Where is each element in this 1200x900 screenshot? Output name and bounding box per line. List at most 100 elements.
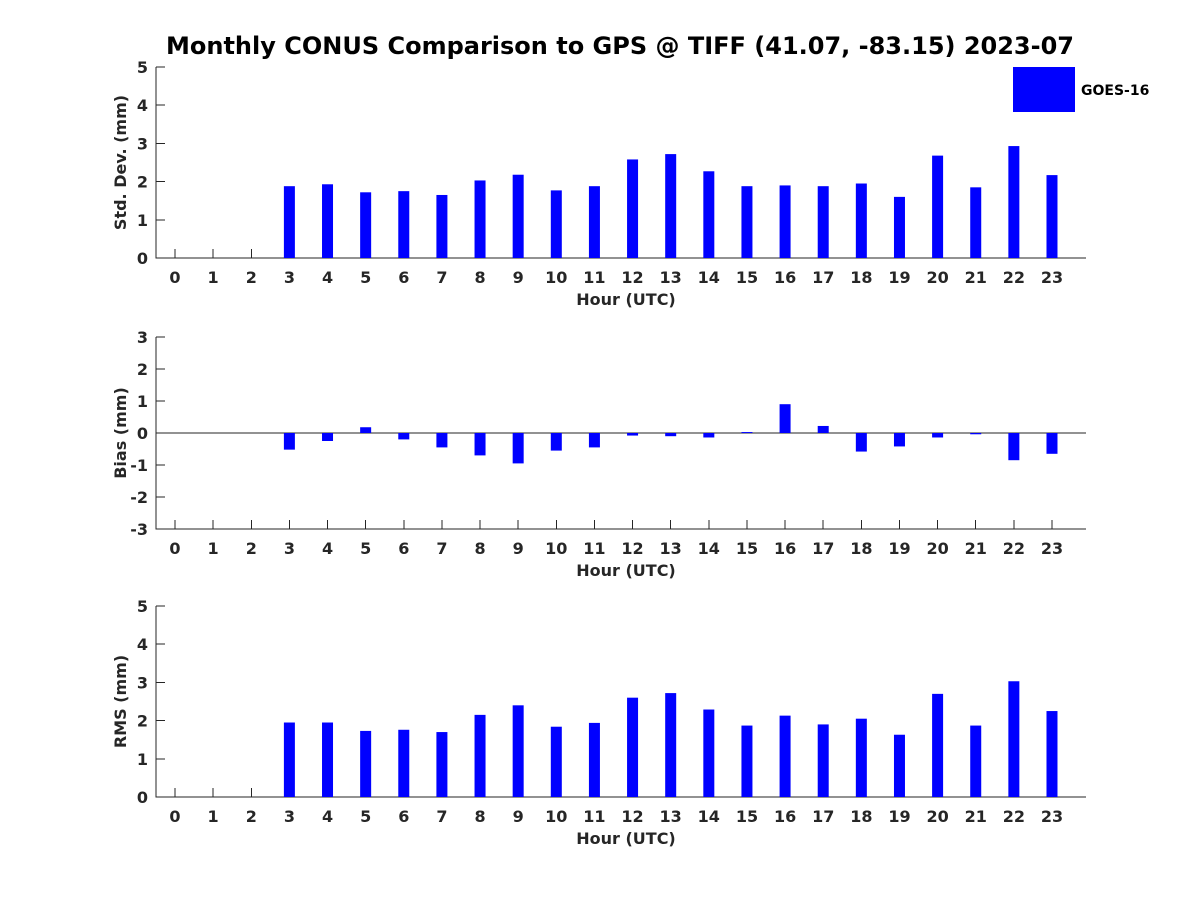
bar-hour-20: [932, 693, 944, 797]
bar-hour-10: [550, 433, 562, 451]
x-tick-label: 21: [965, 268, 987, 287]
x-tick-label: 4: [322, 539, 333, 558]
x-tick-label: 15: [736, 807, 758, 826]
bar-hour-22: [1008, 433, 1020, 461]
x-tick-label: 2: [246, 539, 257, 558]
x-tick-label: 22: [1003, 807, 1025, 826]
x-tick-label: 16: [774, 539, 796, 558]
bar-hour-23: [1046, 175, 1058, 258]
x-tick-label: 5: [360, 539, 371, 558]
bar-hour-19: [893, 734, 905, 797]
bar-hour-8: [474, 714, 486, 797]
y-tick-label: 4: [137, 96, 148, 115]
bar-hour-12: [627, 159, 639, 258]
bar-hour-15: [741, 725, 753, 797]
bar-hour-14: [703, 709, 715, 797]
x-tick-label: 7: [436, 807, 447, 826]
bar-hour-4: [322, 184, 334, 258]
bar-hour-16: [779, 715, 791, 797]
y-tick-label: 3: [137, 134, 148, 153]
x-tick-label: 1: [208, 807, 219, 826]
bar-hour-8: [474, 180, 486, 258]
x-tick-label: 17: [812, 268, 834, 287]
x-tick-label: 13: [660, 807, 682, 826]
x-tick-label: 11: [583, 807, 605, 826]
y-tick-label: 5: [137, 58, 148, 77]
bar-hour-15: [741, 186, 753, 258]
x-tick-label: 14: [698, 539, 720, 558]
y-tick-label: 2: [137, 360, 148, 379]
x-tick-label: 15: [736, 539, 758, 558]
x-tick-label: 3: [284, 268, 295, 287]
bar-hour-21: [970, 187, 982, 258]
x-tick-label: 0: [169, 807, 180, 826]
x-tick-label: 12: [621, 539, 643, 558]
bar-hour-5: [360, 730, 372, 797]
bar-hour-20: [932, 433, 944, 438]
bar-hour-13: [665, 154, 677, 258]
bar-hour-4: [322, 433, 334, 441]
x-tick-label: 6: [398, 807, 409, 826]
bar-hour-6: [398, 729, 410, 797]
x-tick-label: 23: [1041, 268, 1063, 287]
y-tick-label: -1: [130, 456, 148, 475]
x-tick-label: 19: [888, 539, 910, 558]
y-tick-label: 0: [137, 249, 148, 268]
bar-hour-18: [855, 183, 867, 258]
axes-frame: [155, 606, 1086, 798]
bar-hour-9: [512, 433, 524, 464]
x-tick-label: 19: [888, 807, 910, 826]
bar-hour-18: [855, 718, 867, 797]
x-tick-label: 0: [169, 539, 180, 558]
bar-hour-10: [550, 190, 562, 258]
y-tick-label: 2: [137, 173, 148, 192]
chart-title: Monthly CONUS Comparison to GPS @ TIFF (…: [166, 32, 1074, 60]
x-tick-label: 5: [360, 268, 371, 287]
x-tick-label: 20: [926, 539, 948, 558]
bar-hour-11: [588, 433, 600, 448]
x-tick-label: 16: [774, 268, 796, 287]
y-tick-label: 0: [137, 424, 148, 443]
bar-hour-11: [588, 722, 600, 797]
x-tick-label: 19: [888, 268, 910, 287]
bar-hour-16: [779, 404, 791, 433]
x-tick-label: 10: [545, 539, 567, 558]
bar-hour-23: [1046, 433, 1058, 454]
x-tick-label: 9: [513, 268, 524, 287]
bar-hour-3: [283, 186, 295, 258]
bar-hour-7: [436, 732, 448, 797]
x-tick-label: 2: [246, 807, 257, 826]
x-tick-label: 15: [736, 268, 758, 287]
y-axis-label: Bias (mm): [111, 387, 130, 479]
y-tick-label: 1: [137, 211, 148, 230]
y-axis-label: RMS (mm): [111, 655, 130, 748]
x-tick-label: 20: [926, 807, 948, 826]
bar-hour-9: [512, 174, 524, 258]
y-tick-label: 4: [137, 635, 148, 654]
x-tick-label: 6: [398, 539, 409, 558]
y-tick-label: 1: [137, 392, 148, 411]
y-axis-label: Std. Dev. (mm): [111, 95, 130, 230]
x-tick-label: 4: [322, 268, 333, 287]
legend-swatch: [1013, 67, 1075, 112]
x-tick-label: 1: [208, 268, 219, 287]
x-tick-label: 6: [398, 268, 409, 287]
x-tick-label: 18: [850, 268, 872, 287]
x-tick-label: 8: [474, 807, 485, 826]
x-tick-label: 7: [436, 539, 447, 558]
x-tick-label: 18: [850, 539, 872, 558]
bar-hour-6: [398, 433, 410, 440]
x-tick-label: 10: [545, 807, 567, 826]
bar-hour-6: [398, 191, 410, 258]
x-tick-label: 12: [621, 807, 643, 826]
x-tick-label: 17: [812, 539, 834, 558]
bar-hour-15: [741, 432, 753, 434]
bar-hour-11: [588, 186, 600, 258]
legend: GOES-16: [1013, 67, 1149, 112]
bar-hour-19: [893, 433, 905, 447]
y-tick-label: 1: [137, 750, 148, 769]
x-tick-label: 22: [1003, 268, 1025, 287]
x-tick-label: 1: [208, 539, 219, 558]
